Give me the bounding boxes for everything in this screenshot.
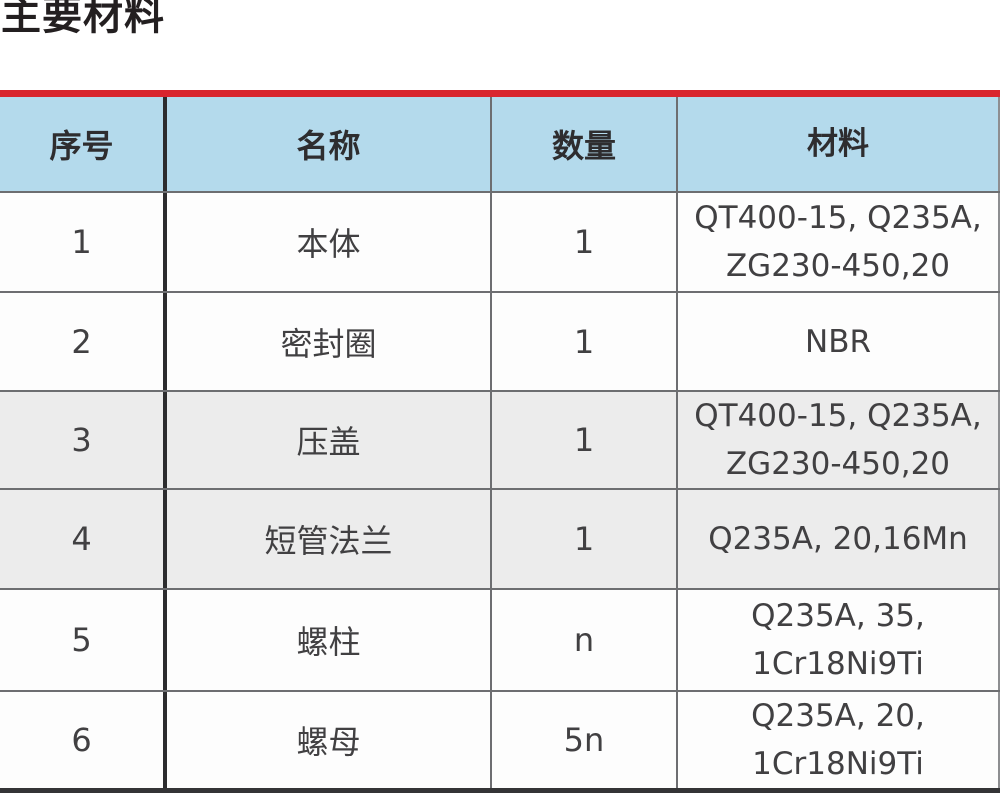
cell-index: 1 [0,193,167,291]
cell-qty: 1 [492,392,678,488]
table-row: 3 压盖 1 QT400-15, Q235A, ZG230-450,20 [0,392,1000,490]
cell-index: 3 [0,392,167,488]
cell-name: 螺母 [167,692,492,788]
materials-table: 序号 名称 数量 材料 1 本体 1 QT400-15, Q235A, ZG23… [0,90,1000,793]
table-row: 4 短管法兰 1 Q235A, 20,16Mn [0,490,1000,590]
cell-index: 6 [0,692,167,788]
column-header-qty: 数量 [492,97,678,191]
cell-qty: 1 [492,193,678,291]
column-header-name: 名称 [167,97,492,191]
cell-index: 5 [0,590,167,690]
table-header-row: 序号 名称 数量 材料 [0,97,1000,193]
cell-index: 4 [0,490,167,588]
cell-material: NBR [678,293,1000,390]
cell-name: 短管法兰 [167,490,492,588]
cell-material: Q235A, 20, 1Cr18Ni9Ti [678,692,1000,788]
cell-name: 密封圈 [167,293,492,390]
table-row: 5 螺柱 n Q235A, 35, 1Cr18Ni9Ti [0,590,1000,692]
cell-name: 压盖 [167,392,492,488]
cell-qty: 1 [492,293,678,390]
cell-material: QT400-15, Q235A, ZG230-450,20 [678,392,1000,488]
page-title: 主要材料 [1,0,165,39]
cell-name: 螺柱 [167,590,492,690]
column-header-material: 材料 [678,97,1000,191]
table-accent-bar [0,90,1000,97]
cell-qty: n [492,590,678,690]
table-row: 6 螺母 5n Q235A, 20, 1Cr18Ni9Ti [0,692,1000,793]
cell-index: 2 [0,293,167,390]
cell-qty: 5n [492,692,678,788]
cell-material: QT400-15, Q235A, ZG230-450,20 [678,193,1000,291]
cell-qty: 1 [492,490,678,588]
table-row: 1 本体 1 QT400-15, Q235A, ZG230-450,20 [0,193,1000,293]
table-row: 2 密封圈 1 NBR [0,293,1000,392]
cell-name: 本体 [167,193,492,291]
cell-material: Q235A, 35, 1Cr18Ni9Ti [678,590,1000,690]
column-header-index: 序号 [0,97,167,191]
cell-material: Q235A, 20,16Mn [678,490,1000,588]
